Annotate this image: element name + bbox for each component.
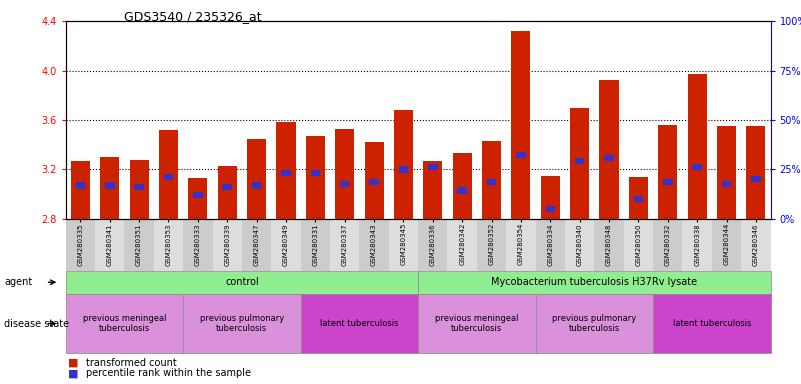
Bar [516, 152, 525, 158]
Bar [599, 81, 618, 219]
Bar [399, 166, 409, 172]
Bar [100, 157, 119, 219]
Bar [604, 155, 614, 161]
Bar [340, 181, 349, 187]
Text: control: control [225, 277, 259, 287]
Bar [311, 170, 320, 176]
Text: agent: agent [4, 277, 32, 287]
Bar [634, 196, 643, 202]
Bar [717, 126, 736, 219]
Bar [75, 182, 85, 189]
Bar [658, 125, 678, 219]
Bar [193, 192, 203, 199]
Text: latent tuberculosis: latent tuberculosis [320, 319, 399, 328]
Bar [70, 161, 90, 219]
Bar [306, 136, 325, 219]
Text: previous meningeal
tuberculosis: previous meningeal tuberculosis [83, 314, 166, 333]
Text: previous meningeal
tuberculosis: previous meningeal tuberculosis [435, 314, 518, 333]
Bar [692, 164, 702, 170]
Bar [423, 161, 442, 219]
Bar [223, 184, 232, 190]
Bar [453, 153, 472, 219]
Text: percentile rank within the sample: percentile rank within the sample [86, 368, 251, 378]
Text: ■: ■ [68, 358, 78, 368]
Bar [575, 158, 585, 164]
Text: ■: ■ [68, 368, 78, 378]
Text: previous pulmonary
tuberculosis: previous pulmonary tuberculosis [552, 314, 637, 333]
Text: latent tuberculosis: latent tuberculosis [673, 319, 751, 328]
Bar [545, 206, 555, 212]
Text: transformed count: transformed count [86, 358, 176, 368]
Bar [276, 122, 296, 219]
Bar [722, 181, 731, 187]
Bar [218, 166, 237, 219]
Text: Mycobacterium tuberculosis H37Rv lysate: Mycobacterium tuberculosis H37Rv lysate [491, 277, 698, 287]
Bar [252, 182, 261, 189]
Bar [629, 177, 648, 219]
Bar [570, 108, 590, 219]
Bar [541, 175, 560, 219]
Bar [663, 179, 673, 185]
Bar [487, 179, 497, 185]
Bar [428, 164, 437, 170]
Bar [163, 174, 173, 180]
Bar [135, 184, 144, 190]
Text: GDS3540 / 235326_at: GDS3540 / 235326_at [124, 10, 262, 23]
Bar [751, 176, 761, 182]
Bar [394, 110, 413, 219]
Bar [364, 142, 384, 219]
Bar [457, 187, 467, 194]
Bar [188, 178, 207, 219]
Bar [247, 139, 266, 219]
Bar [369, 179, 379, 185]
Bar [130, 160, 149, 219]
Bar [747, 126, 766, 219]
Bar [482, 141, 501, 219]
Bar [511, 31, 530, 219]
Bar [159, 130, 178, 219]
Text: disease state: disease state [4, 318, 69, 329]
Bar [335, 129, 354, 219]
Bar [687, 74, 706, 219]
Text: previous pulmonary
tuberculosis: previous pulmonary tuberculosis [199, 314, 284, 333]
Bar [281, 170, 291, 176]
Bar [105, 182, 115, 189]
